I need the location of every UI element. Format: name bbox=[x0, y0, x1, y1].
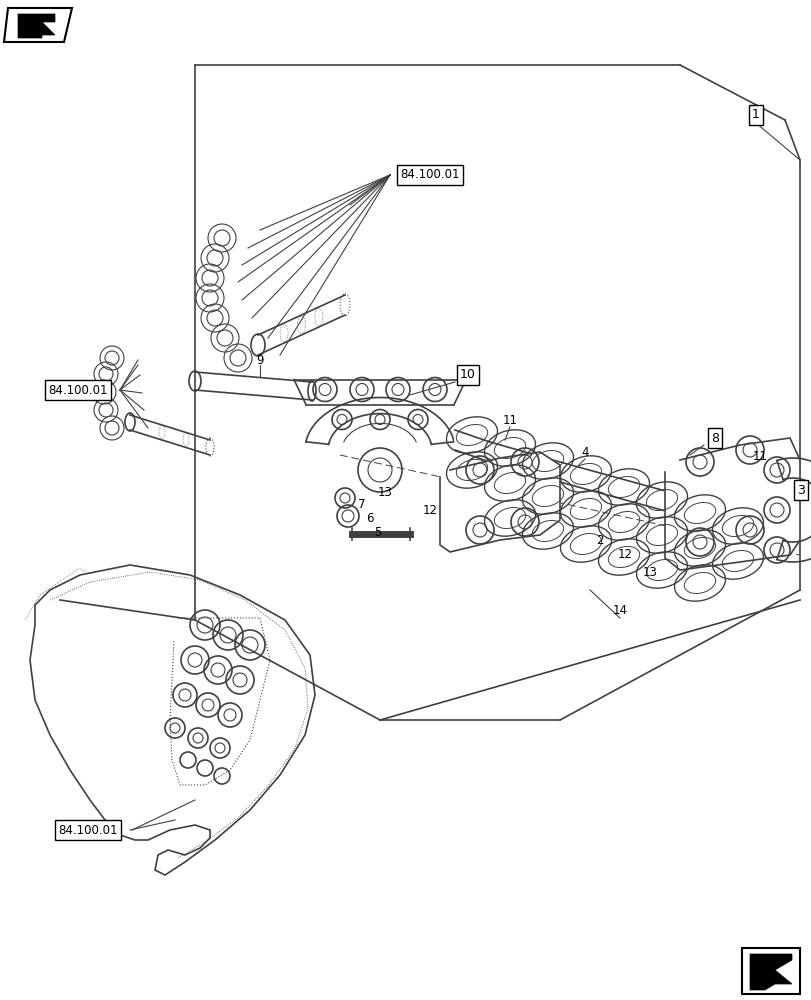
Text: 9: 9 bbox=[256, 354, 264, 366]
Text: 1: 1 bbox=[751, 108, 759, 121]
Text: 11: 11 bbox=[752, 450, 766, 462]
Polygon shape bbox=[18, 14, 55, 38]
Polygon shape bbox=[664, 438, 799, 570]
Text: 13: 13 bbox=[377, 486, 392, 498]
Text: 84.100.01: 84.100.01 bbox=[400, 168, 459, 182]
Polygon shape bbox=[4, 8, 72, 42]
Text: 14: 14 bbox=[611, 603, 627, 616]
Text: 4: 4 bbox=[581, 446, 588, 458]
Text: 6: 6 bbox=[366, 512, 373, 524]
Text: 12: 12 bbox=[422, 504, 437, 516]
Polygon shape bbox=[749, 954, 791, 990]
Text: 5: 5 bbox=[374, 526, 381, 538]
Text: 3: 3 bbox=[796, 484, 804, 496]
Text: 12: 12 bbox=[616, 548, 632, 562]
Text: 10: 10 bbox=[460, 368, 475, 381]
Text: 2: 2 bbox=[595, 534, 603, 546]
Text: 13: 13 bbox=[642, 566, 657, 578]
Text: 7: 7 bbox=[358, 497, 365, 510]
Text: 84.100.01: 84.100.01 bbox=[58, 824, 118, 836]
Polygon shape bbox=[454, 430, 789, 545]
Text: 11: 11 bbox=[502, 414, 517, 426]
Text: 84.100.01: 84.100.01 bbox=[48, 383, 108, 396]
Bar bbox=[741, 948, 799, 994]
Text: 8: 8 bbox=[710, 432, 718, 444]
Polygon shape bbox=[440, 452, 560, 552]
